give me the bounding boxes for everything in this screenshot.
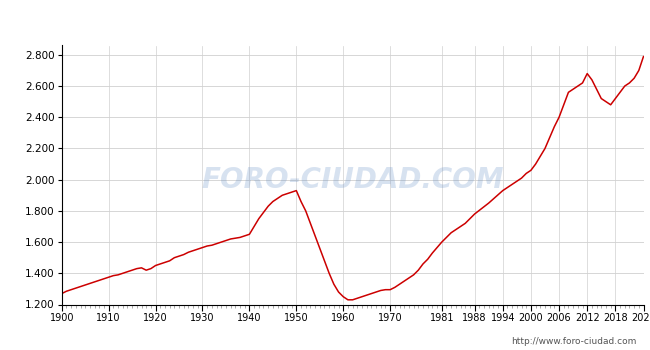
Text: FORO-CIUDAD.COM: FORO-CIUDAD.COM xyxy=(202,166,504,194)
Text: La Adrada (Municipio) - Evolucion del numero de Habitantes: La Adrada (Municipio) - Evolucion del nu… xyxy=(76,13,574,28)
Text: http://www.foro-ciudad.com: http://www.foro-ciudad.com xyxy=(512,337,637,346)
